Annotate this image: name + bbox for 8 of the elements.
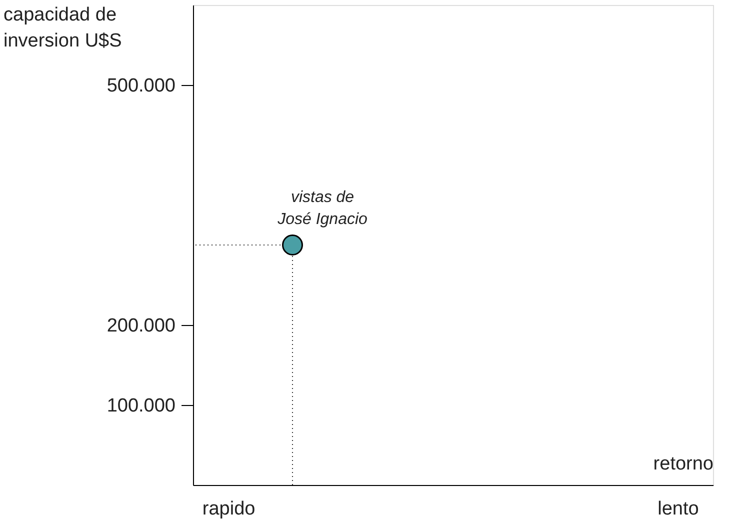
y-tick-label: 100.000 [106,396,176,416]
x-tick-label: lento [658,498,699,520]
x-axis-title: retorno [653,454,714,474]
y-axis-title: capacidad de inversion U$S [4,4,122,52]
y-tick-label: 500.000 [106,76,176,96]
y-tick-label: 200.000 [106,316,176,336]
x-tick-label: rapido [202,498,256,520]
annotation: vistas de José Ignacio [276,189,368,228]
